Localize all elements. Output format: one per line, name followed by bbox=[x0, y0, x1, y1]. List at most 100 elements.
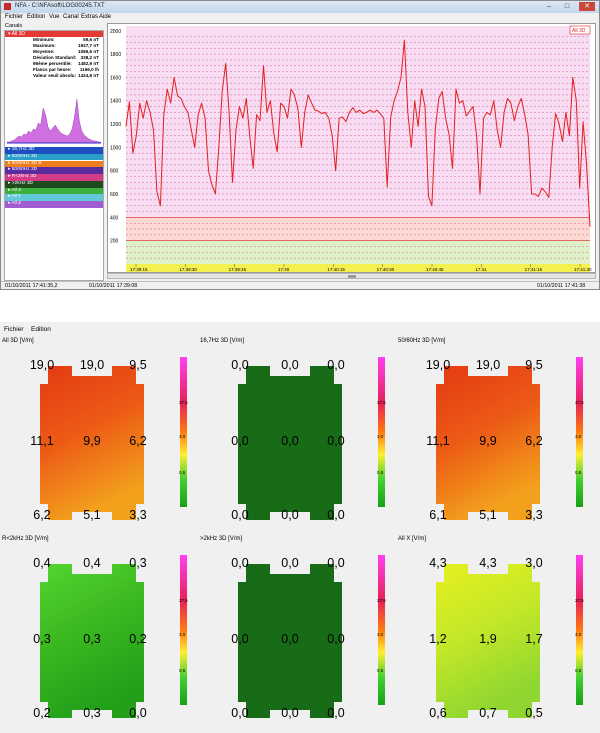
field-map-window: Fichier Edition All 3D [V/m] 19,0 19,0 9,5 1… bbox=[0, 322, 600, 733]
y-tick-label: 400 bbox=[110, 215, 119, 221]
measurement-value: 9,9 bbox=[83, 434, 101, 448]
field-map-panel: >2kHz 3D [V/m] 0,0 0,0 0,0 0,0 0,0 0,0 0,0 0,0 0,… bbox=[200, 536, 398, 726]
panel-title: 16,7Hz 3D [V/m] bbox=[200, 338, 245, 344]
menu-extras[interactable]: Extras bbox=[81, 14, 99, 20]
measurement-value: 6,2 bbox=[525, 434, 543, 448]
channel-item[interactable]: ▸ 50/60Hz 3D B bbox=[5, 160, 103, 168]
channel-item[interactable]: ▸ 50/60Hz 3D bbox=[5, 167, 103, 174]
title-bar: NFA - C:\NFAsoft\LOG00245.TXT – □ ✕ bbox=[1, 1, 599, 13]
measurement-value: 19,0 bbox=[425, 358, 451, 372]
channel-label: R<2kHz 3D bbox=[11, 174, 37, 180]
measurement-value: 19,0 bbox=[29, 358, 55, 372]
horizontal-scrollbar[interactable] bbox=[107, 273, 596, 279]
field-heatmap bbox=[238, 564, 342, 718]
x-tick-label: 17:40:45 bbox=[426, 267, 444, 272]
stat-value: 59,6 nT bbox=[83, 37, 99, 42]
x-tick-label: 17:40 bbox=[278, 267, 290, 272]
stat-label: 95ème percentile: bbox=[33, 61, 72, 66]
measurement-value: 0,3 bbox=[129, 556, 147, 570]
selected-channel-name: All 3D bbox=[11, 31, 25, 37]
measurement-value: 1,7 bbox=[525, 632, 543, 646]
menu-fichier[interactable]: Fichier bbox=[5, 14, 24, 20]
channel-item[interactable]: ▸ 16,7Hz 3D bbox=[5, 147, 103, 154]
time-axis-band bbox=[126, 264, 590, 272]
channel-item[interactable]: ▸ All X bbox=[5, 187, 103, 195]
channel-item[interactable]: ▸ R<2kHz 3D bbox=[5, 174, 103, 181]
measurement-value: 0,0 bbox=[231, 508, 249, 522]
field-map-panel: 50/60Hz 3D [V/m] 19,0 19,0 9,5 11,1 9,9 6,2 6,1… bbox=[398, 338, 596, 528]
scroll-thumb[interactable] bbox=[348, 275, 356, 278]
y-tick-label: 1400 bbox=[110, 99, 121, 105]
color-scale-label: 0,5 bbox=[179, 470, 186, 475]
y-tick-label: 1600 bbox=[110, 75, 121, 81]
measurement-value: 11,1 bbox=[426, 434, 450, 448]
color-scale-bar bbox=[576, 357, 583, 507]
channel-item[interactable]: ▸ >2kHz 3D bbox=[5, 180, 103, 188]
color-scale-label: 3,0 bbox=[575, 632, 582, 637]
measurement-value: 0,0 bbox=[281, 556, 299, 570]
measurement-value: 0,0 bbox=[327, 706, 345, 720]
expand-arrow-icon: ▸ bbox=[8, 180, 12, 186]
selected-channel-header[interactable]: ▾ All 3D bbox=[5, 31, 103, 37]
measurement-value: 0,0 bbox=[327, 434, 345, 448]
menu-edition[interactable]: Edition bbox=[27, 14, 46, 20]
y-tick-label: 200 bbox=[110, 239, 119, 245]
field-heatmap bbox=[436, 564, 540, 718]
y-tick-label: 600 bbox=[110, 192, 119, 198]
expand-arrow-icon: ▸ bbox=[8, 174, 12, 180]
field-map bbox=[436, 366, 540, 520]
time-plot[interactable]: 200 400 600 800 1000 1200 1400 1600 1800 2000 17:3… bbox=[107, 23, 596, 273]
panel-title: R<2kHz 3D [V/m] bbox=[2, 536, 49, 542]
measurement-value: 0,5 bbox=[525, 706, 543, 720]
menu-vue[interactable]: Vue bbox=[49, 14, 60, 20]
stat-value: 338,2 nT bbox=[80, 55, 99, 60]
measurement-value: 0,2 bbox=[33, 706, 51, 720]
expand-arrow-icon: ▸ bbox=[8, 194, 12, 200]
channel-item[interactable]: ▸ All Z bbox=[5, 201, 103, 208]
measurement-value: 0,0 bbox=[281, 358, 299, 372]
measurement-value: 19,0 bbox=[79, 358, 105, 372]
stat-value: 1086,6 nT bbox=[78, 49, 99, 54]
x-tick-label: 17:39:45 bbox=[229, 267, 247, 272]
measurement-value: 0,0 bbox=[129, 706, 147, 720]
expand-arrow-icon: ▸ bbox=[8, 153, 12, 159]
channel-item[interactable]: ▸ 50/60Hz 3D bbox=[5, 153, 103, 161]
field-map-panel: All X [V/m] 4,3 4,3 3,0 1,2 1,9 1,7 0,6 0,7 0,5 27… bbox=[398, 536, 596, 726]
color-scale-bar bbox=[378, 357, 385, 507]
stat-label: Minimum: bbox=[33, 37, 55, 42]
close-button[interactable]: ✕ bbox=[579, 2, 595, 11]
channel-label: 50/60Hz 3D bbox=[11, 153, 38, 159]
measurement-value: 0,4 bbox=[33, 556, 51, 570]
expand-arrow-icon: ▸ bbox=[8, 201, 12, 207]
menu-canal[interactable]: Canal bbox=[63, 14, 79, 20]
menu2-fichier[interactable]: Fichier bbox=[4, 326, 24, 333]
x-tick-label: 17:40:30 bbox=[377, 267, 395, 272]
channel-label: >2kHz 3D bbox=[11, 180, 33, 186]
color-scale-label: 3,0 bbox=[179, 434, 186, 439]
measurement-value: 0,0 bbox=[231, 358, 249, 372]
color-scale-bar bbox=[378, 555, 385, 705]
channel-label: 16,7Hz 3D bbox=[11, 147, 35, 152]
measurement-value: 0,3 bbox=[33, 632, 51, 646]
series-line-all-3d bbox=[125, 39, 591, 227]
x-tick-label: 17:40:15 bbox=[327, 267, 345, 272]
menu2-edition[interactable]: Edition bbox=[31, 326, 51, 333]
minimize-button[interactable]: – bbox=[547, 3, 551, 10]
measurement-value: 5,1 bbox=[479, 508, 497, 522]
status-end-time: 01/10/2011 17:41:38 bbox=[537, 283, 586, 289]
measurement-value: 3,0 bbox=[525, 556, 543, 570]
maximize-button[interactable]: □ bbox=[564, 3, 570, 10]
channel-panel: ▾ All 3D Minimum: 59,6 nT Maximum: 1927,7 n… bbox=[4, 30, 104, 281]
measurement-value: 5,1 bbox=[83, 508, 101, 522]
channel-item[interactable]: ▸ All Y bbox=[5, 194, 103, 202]
y-tick-label: 2000 bbox=[110, 29, 121, 35]
field-map bbox=[238, 366, 342, 520]
histogram bbox=[7, 93, 101, 145]
expand-arrow-icon: ▸ bbox=[8, 147, 12, 152]
field-map-panel: R<2kHz 3D [V/m] 0,4 0,4 0,3 0,3 0,3 0,2 0,2 0,3 0… bbox=[2, 536, 200, 726]
field-map bbox=[436, 564, 540, 718]
y-tick-label: 1800 bbox=[110, 52, 121, 58]
menu-aide[interactable]: Aide bbox=[99, 14, 112, 20]
plot-legend: All 3D bbox=[569, 25, 591, 35]
stat-row: Maximum: 1927,7 nT bbox=[5, 43, 103, 49]
